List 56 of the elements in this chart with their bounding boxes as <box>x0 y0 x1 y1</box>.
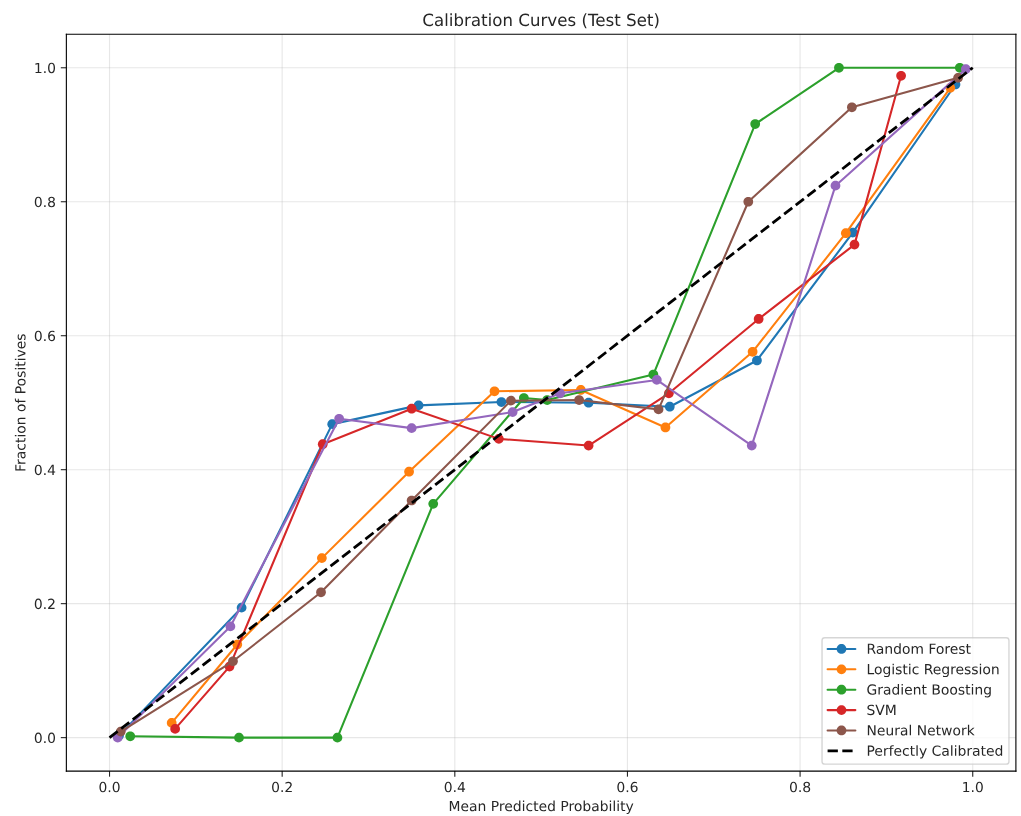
y-tick-label: 0.4 <box>34 464 56 476</box>
point <box>750 119 761 129</box>
legend-label: Neural Network <box>867 724 975 736</box>
point <box>651 375 662 385</box>
point <box>834 62 844 73</box>
y-tick-label: 0.0 <box>34 732 56 744</box>
point <box>746 440 757 451</box>
point <box>849 239 860 250</box>
point <box>234 732 244 743</box>
y-axis-title: Fraction of Positives <box>14 334 26 471</box>
point <box>660 422 671 433</box>
legend-label: Gradient Boosting <box>867 684 991 698</box>
point <box>225 621 236 632</box>
x-tick-label: 0.0 <box>99 781 120 793</box>
point <box>753 314 764 324</box>
point <box>125 731 136 742</box>
point <box>747 346 758 357</box>
y-tick-label: 1.0 <box>35 62 56 74</box>
y-tick-label: 0.8 <box>34 196 55 208</box>
point <box>743 196 754 207</box>
legend-label: Random Forest <box>867 643 971 654</box>
point <box>316 587 326 598</box>
point <box>506 395 516 406</box>
legend-label: SVM <box>867 704 896 716</box>
point <box>574 395 584 405</box>
chart-title: Calibration Curves (Test Set) <box>423 13 659 29</box>
point <box>334 413 344 424</box>
point <box>664 401 675 412</box>
point <box>840 228 851 239</box>
x-tick-label: 0.2 <box>272 781 292 793</box>
point <box>489 386 500 397</box>
point <box>830 180 841 191</box>
legend-label: Logistic Regression <box>867 663 999 678</box>
y-tick-label: 0.2 <box>34 598 55 610</box>
point <box>228 656 238 667</box>
point <box>170 724 180 734</box>
point <box>896 70 906 81</box>
point <box>428 498 439 509</box>
point <box>406 403 417 414</box>
point <box>507 407 518 417</box>
point <box>496 397 507 407</box>
y-tick-label: 0.6 <box>34 330 56 342</box>
point <box>317 553 327 563</box>
point <box>847 102 857 113</box>
point <box>752 355 762 366</box>
x-tick-label: 1.0 <box>963 781 983 793</box>
legend-label: Perfectly Calibrated <box>867 745 1003 759</box>
point <box>583 440 594 451</box>
x-tick-label: 0.6 <box>617 781 638 793</box>
x-tick-label: 0.8 <box>789 781 811 793</box>
point <box>653 404 664 415</box>
point <box>332 732 343 743</box>
point <box>406 423 417 434</box>
point <box>404 466 414 477</box>
x-tick-label: 0.4 <box>444 781 466 793</box>
x-axis-title: Mean Predicted Probability <box>449 800 634 814</box>
